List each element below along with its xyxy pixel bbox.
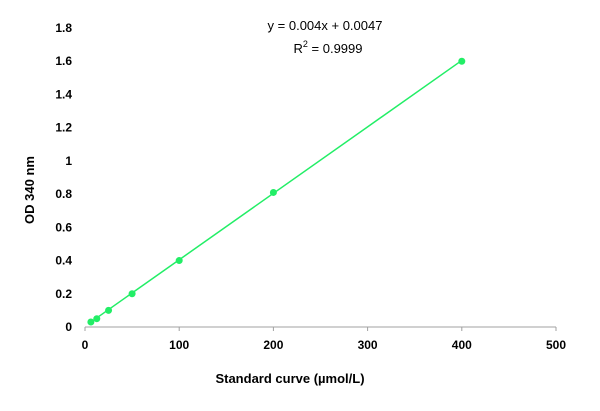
data-point — [93, 315, 101, 323]
x-tick-label: 500 — [546, 338, 566, 352]
data-point — [269, 188, 277, 196]
x-tick-label: 100 — [169, 338, 189, 352]
x-tick-label: 200 — [263, 338, 283, 352]
ticks-layer: 0 100 200 300 400 500 0 0.2 0.4 0.6 0.8 1 1.2 1.4 1.6 1… — [55, 21, 566, 352]
y-tick-label: 0.4 — [55, 254, 72, 268]
y-tick-label: 1.4 — [55, 87, 72, 101]
y-tick-label: 0.8 — [55, 187, 72, 201]
y-tick-label: 1.2 — [55, 121, 72, 135]
data-point — [105, 306, 113, 314]
x-tick-label: 300 — [358, 338, 378, 352]
data-point — [175, 257, 183, 265]
y-tick-label: 1.8 — [55, 21, 72, 35]
r-squared-superscript: 2 — [303, 39, 308, 49]
r-squared-prefix: R — [294, 41, 303, 56]
data-point — [458, 57, 466, 65]
y-tick-label: 0.6 — [55, 220, 72, 234]
r-squared-value: = 0.9999 — [308, 41, 363, 56]
y-axis-title: OD 340 nm — [22, 156, 37, 224]
r-squared-label: R2 = 0.9999 — [294, 39, 363, 56]
data-point — [87, 318, 95, 326]
y-tick-label: 1 — [65, 154, 72, 168]
y-tick-label: 1.6 — [55, 54, 72, 68]
y-tick-label: 0 — [65, 320, 72, 334]
x-tick-label: 400 — [452, 338, 472, 352]
x-axis-title: Standard curve (µmol/L) — [215, 371, 364, 386]
x-tick-label: 0 — [82, 338, 89, 352]
data-point — [128, 290, 136, 298]
trendline-equation: y = 0.004x + 0.0047 — [268, 18, 383, 33]
points-layer — [87, 57, 466, 326]
y-tick-label: 0.2 — [55, 287, 72, 301]
